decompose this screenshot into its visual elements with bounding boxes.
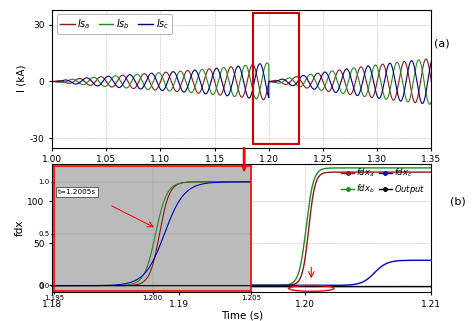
Legend: $Is_a$, $Is_b$, $Is_c$: $Is_a$, $Is_b$, $Is_c$ (57, 14, 172, 34)
Y-axis label: fdx: fdx (15, 220, 25, 236)
Bar (253, 13, 299, 144)
Legend: $fdx_a$, $fdx_b$, $fdx_c$, $Output$: $fdx_a$, $fdx_b$, $fdx_c$, $Output$ (340, 165, 427, 197)
X-axis label: Time (s): Time (s) (221, 310, 263, 320)
Text: (b): (b) (450, 196, 466, 206)
Text: (a): (a) (434, 39, 449, 49)
Y-axis label: I (kA): I (kA) (17, 65, 27, 92)
